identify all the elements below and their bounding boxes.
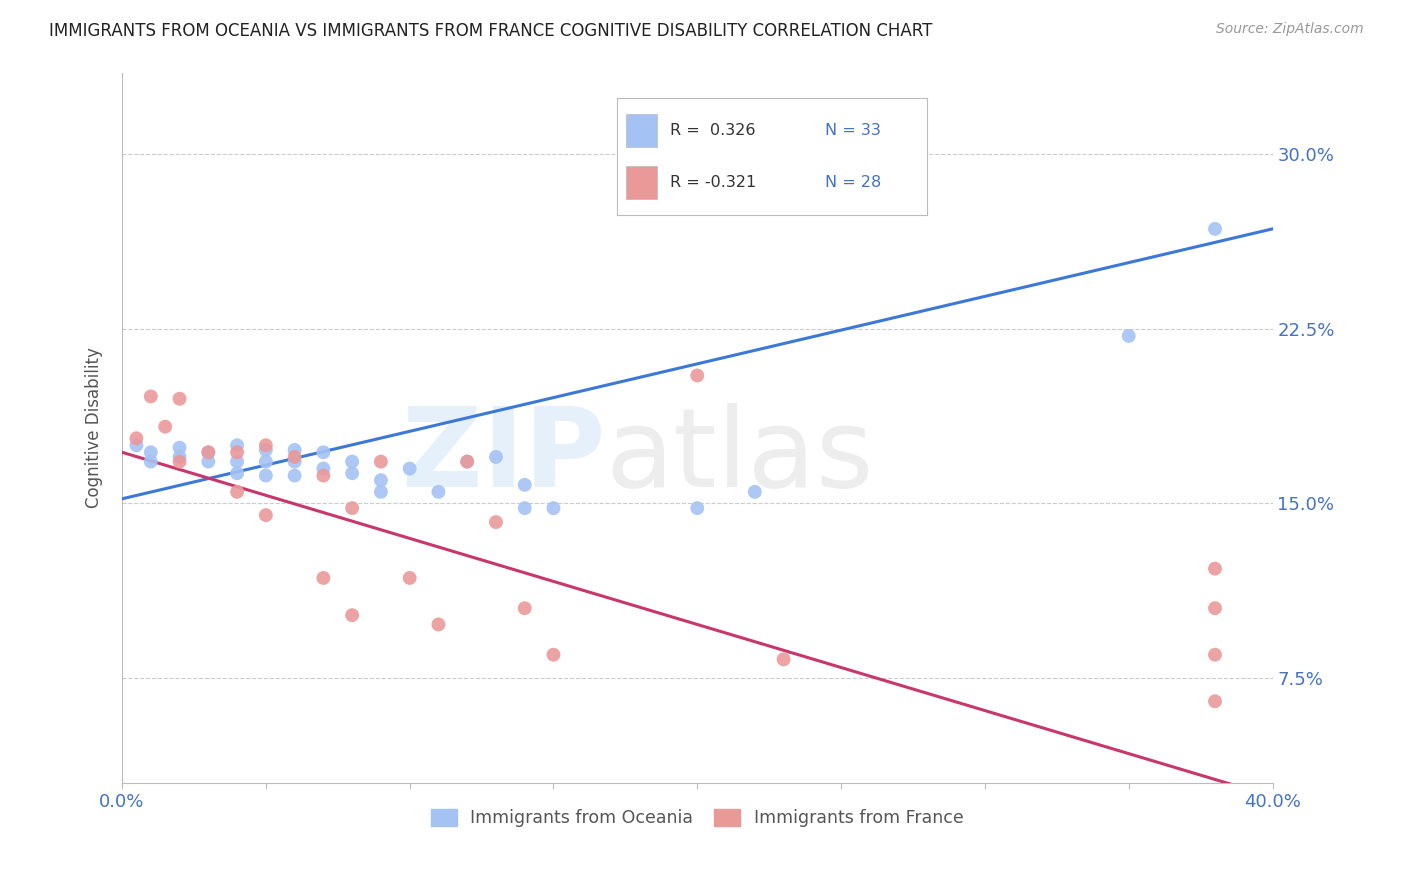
Point xyxy=(456,454,478,468)
Point xyxy=(226,445,249,459)
Point xyxy=(153,419,176,434)
Legend: Immigrants from Oceania, Immigrants from France: Immigrants from Oceania, Immigrants from… xyxy=(423,802,972,834)
Y-axis label: Cognitive Disability: Cognitive Disability xyxy=(86,347,103,508)
Point xyxy=(284,450,307,464)
Point xyxy=(312,445,335,459)
Point xyxy=(340,467,363,481)
Point xyxy=(169,450,191,464)
Point xyxy=(744,484,766,499)
Point xyxy=(513,501,536,516)
Point xyxy=(125,438,148,452)
Point xyxy=(197,454,219,468)
Point xyxy=(398,461,420,475)
Point xyxy=(312,571,335,585)
Point xyxy=(125,431,148,445)
Text: IMMIGRANTS FROM OCEANIA VS IMMIGRANTS FROM FRANCE COGNITIVE DISABILITY CORRELATI: IMMIGRANTS FROM OCEANIA VS IMMIGRANTS FR… xyxy=(49,22,932,40)
Point xyxy=(254,454,277,468)
Point xyxy=(139,445,162,459)
Point xyxy=(254,508,277,522)
Point xyxy=(485,515,508,529)
Point xyxy=(340,608,363,623)
Point xyxy=(1204,222,1226,236)
Point xyxy=(1204,694,1226,708)
Point xyxy=(427,484,450,499)
Point xyxy=(686,368,709,383)
Point xyxy=(139,389,162,403)
Point xyxy=(456,454,478,468)
Point xyxy=(686,501,709,516)
Point xyxy=(197,445,219,459)
Point xyxy=(226,467,249,481)
Point xyxy=(543,648,565,662)
Point xyxy=(312,468,335,483)
Point xyxy=(340,454,363,468)
Point xyxy=(254,438,277,452)
Point xyxy=(139,454,162,468)
Point xyxy=(370,473,392,487)
Point xyxy=(513,601,536,615)
Point xyxy=(284,454,307,468)
Point xyxy=(169,441,191,455)
Point xyxy=(1204,561,1226,575)
Point xyxy=(485,450,508,464)
Point xyxy=(427,617,450,632)
Point xyxy=(1118,329,1140,343)
Point xyxy=(370,484,392,499)
Point xyxy=(284,468,307,483)
Point xyxy=(513,478,536,492)
Point xyxy=(226,454,249,468)
Text: atlas: atlas xyxy=(605,402,873,509)
Point xyxy=(370,454,392,468)
Point xyxy=(284,442,307,457)
Point xyxy=(169,392,191,406)
Point xyxy=(197,445,219,459)
Point xyxy=(254,468,277,483)
Point xyxy=(169,454,191,468)
Point xyxy=(1204,648,1226,662)
Point xyxy=(398,571,420,585)
Point xyxy=(543,501,565,516)
Text: Source: ZipAtlas.com: Source: ZipAtlas.com xyxy=(1216,22,1364,37)
Text: ZIP: ZIP xyxy=(402,402,605,509)
Point xyxy=(1204,601,1226,615)
Point xyxy=(340,501,363,516)
Point xyxy=(226,484,249,499)
Point xyxy=(772,652,794,666)
Point xyxy=(226,438,249,452)
Point xyxy=(254,442,277,457)
Point xyxy=(312,461,335,475)
